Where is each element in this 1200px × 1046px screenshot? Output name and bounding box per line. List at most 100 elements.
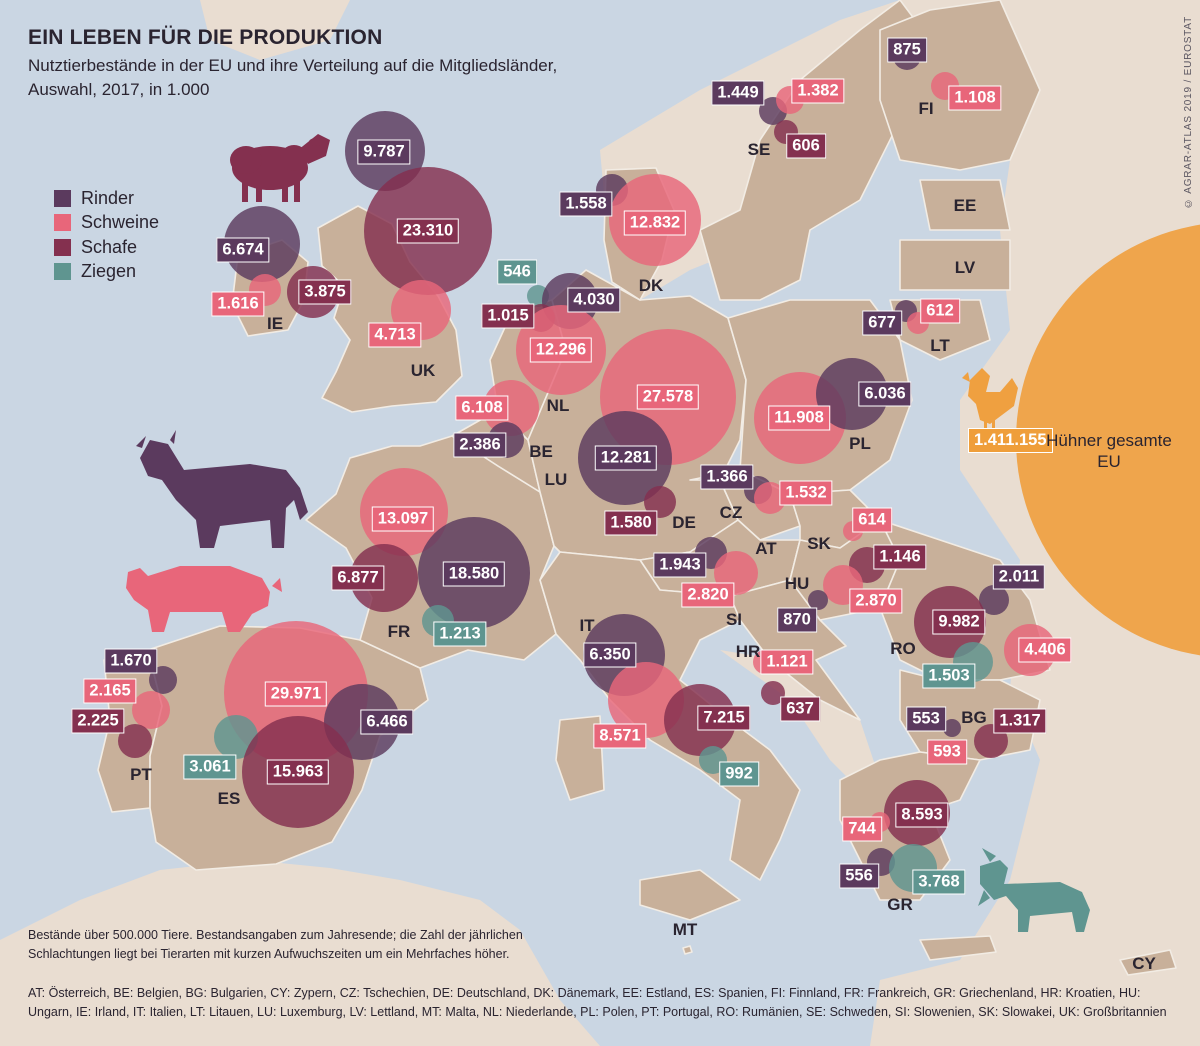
legend-label: Rinder xyxy=(81,187,135,208)
country-label-mt: MT xyxy=(672,920,698,939)
legend-label: Schafe xyxy=(81,236,138,257)
bubble-cz-schweine xyxy=(754,482,786,514)
country-label-be: BE xyxy=(529,442,553,461)
country-label-sk: SK xyxy=(807,534,831,553)
value-label-es-schafe: 15.963 xyxy=(266,759,330,785)
country-label-cy: CY xyxy=(1132,954,1156,973)
chicken-icon xyxy=(962,368,1018,428)
value-label-ro-rinder: 2.011 xyxy=(992,564,1046,590)
value-label-cz-schweine: 1.532 xyxy=(779,480,833,506)
country-label-nl: NL xyxy=(546,396,570,415)
bubble-pt-schafe xyxy=(118,724,152,758)
value-label-de-schweine: 27.578 xyxy=(636,384,700,410)
value-label-dk-schweine: 12.832 xyxy=(623,210,687,236)
country-label-si: SI xyxy=(725,610,743,629)
value-label-ie-rinder: 6.674 xyxy=(216,237,270,263)
value-label-hr-schafe: 637 xyxy=(780,696,820,722)
cow-icon xyxy=(136,430,308,548)
country-label-lv: LV xyxy=(954,258,976,277)
country-label-at: AT xyxy=(755,539,777,558)
value-label-hu-schweine: 2.870 xyxy=(849,588,903,614)
value-label-be-rinder: 2.386 xyxy=(453,432,507,458)
value-label-ie-schafe: 3.875 xyxy=(298,279,352,305)
legend-item-schweine: Schweine xyxy=(54,211,159,236)
value-label-at-rinder: 1.943 xyxy=(653,552,707,578)
value-label-dk-rinder: 1.558 xyxy=(559,191,613,217)
value-label-hu-schafe: 1.146 xyxy=(873,544,927,570)
sheep-icon xyxy=(230,134,330,202)
value-label-pt-schweine: 2.165 xyxy=(83,678,137,704)
value-label-es-rinder: 6.466 xyxy=(360,709,414,735)
value-label-de-schafe: 1.580 xyxy=(604,510,658,536)
country-label-ro: RO xyxy=(890,639,916,658)
country-label-pl: PL xyxy=(849,434,871,453)
value-label-ro-schweine: 4.406 xyxy=(1018,637,1072,663)
value-label-hr-schweine: 1.121 xyxy=(760,649,814,675)
value-label-it-schafe: 7.215 xyxy=(697,705,751,731)
country-label-gr: GR xyxy=(887,895,913,914)
value-label-sk-schweine: 614 xyxy=(852,507,892,533)
country-label-de: DE xyxy=(672,513,696,532)
legend-item-ziegen: Ziegen xyxy=(54,260,159,285)
value-label-se-rinder: 1.449 xyxy=(711,80,765,106)
country-label-uk: UK xyxy=(410,361,436,380)
value-label-uk-schafe: 23.310 xyxy=(396,218,460,244)
value-label-hu-rinder: 870 xyxy=(777,607,817,633)
huehner-caption: Hühner gesamte EU xyxy=(1046,431,1172,471)
value-label-pl-schweine: 11.908 xyxy=(768,405,830,431)
value-label-pl-rinder: 6.036 xyxy=(858,381,912,407)
page-title: EIN LEBEN FÜR DIE PRODUKTION xyxy=(28,26,383,49)
legend-item-rinder: Rinder xyxy=(54,186,159,211)
country-label-fr: FR xyxy=(387,622,411,641)
country-label-bg: BG xyxy=(961,708,987,727)
value-label-pt-rinder: 1.670 xyxy=(104,648,158,674)
value-label-lt-rinder: 677 xyxy=(862,310,902,336)
value-label-it-schweine: 8.571 xyxy=(593,723,647,749)
country-label-ee: EE xyxy=(953,196,977,215)
value-label-it-ziegen: 992 xyxy=(719,761,759,787)
value-label-at-schweine: 2.820 xyxy=(681,582,735,608)
value-label-fi-rinder: 875 xyxy=(887,37,927,63)
footnote: Bestände über 500.000 Tiere. Bestandsang… xyxy=(28,928,523,961)
legend-swatch xyxy=(54,263,71,281)
legend-swatch xyxy=(54,238,71,256)
country-label-hu: HU xyxy=(784,574,810,593)
value-label-pt-schafe: 2.225 xyxy=(71,708,125,734)
value-label-it-rinder: 6.350 xyxy=(583,642,637,668)
value-label-es-ziegen: 3.061 xyxy=(183,754,237,780)
value-label-fi-schweine: 1.108 xyxy=(948,85,1002,111)
legend-label: Ziegen xyxy=(81,261,137,282)
value-label-ro-ziegen: 1.503 xyxy=(922,663,976,689)
bubble-hr-schafe xyxy=(761,681,785,705)
value-label-fr-rinder: 18.580 xyxy=(442,561,506,587)
value-label-gr-schweine: 744 xyxy=(842,816,882,842)
value-label-fr-schweine: 13.097 xyxy=(371,506,435,532)
value-label-de-rinder: 12.281 xyxy=(594,445,658,471)
value-label-gr-ziegen: 3.768 xyxy=(912,869,966,895)
country-label-cz: CZ xyxy=(719,503,743,522)
value-label-es-schweine: 29.971 xyxy=(264,681,328,707)
legend-swatch xyxy=(54,189,71,207)
country-label-hr: HR xyxy=(735,642,761,661)
page-subtitle: Nutztierbestände in der EU und ihre Vert… xyxy=(28,56,558,99)
value-label-fr-schafe: 6.877 xyxy=(331,565,385,591)
country-label-lt: LT xyxy=(930,336,950,355)
country-label-ie: IE xyxy=(266,314,284,333)
value-label-ro-schafe: 9.982 xyxy=(932,609,986,635)
value-label-bg-schweine: 593 xyxy=(927,739,967,765)
country-label-lu: LU xyxy=(544,470,568,489)
value-label-gr-rinder: 556 xyxy=(839,863,879,889)
goat-icon xyxy=(978,848,1090,932)
bubble-de-schafe xyxy=(644,486,676,518)
value-label-uk-schweine: 4.713 xyxy=(368,322,422,348)
value-label-se-schweine: 1.382 xyxy=(791,78,845,104)
value-label-be-schweine: 6.108 xyxy=(455,395,509,421)
legend-item-schafe: Schafe xyxy=(54,235,159,260)
bubble-pt-schweine xyxy=(132,691,170,729)
country-label-fi: FI xyxy=(918,99,934,118)
bubble-ro-rinder xyxy=(979,585,1009,615)
value-label-nl-schafe: 1.015 xyxy=(481,303,535,329)
value-label-nl-schweine: 12.296 xyxy=(529,337,593,363)
country-label-it: IT xyxy=(579,616,595,635)
country-label-se: SE xyxy=(747,140,771,159)
